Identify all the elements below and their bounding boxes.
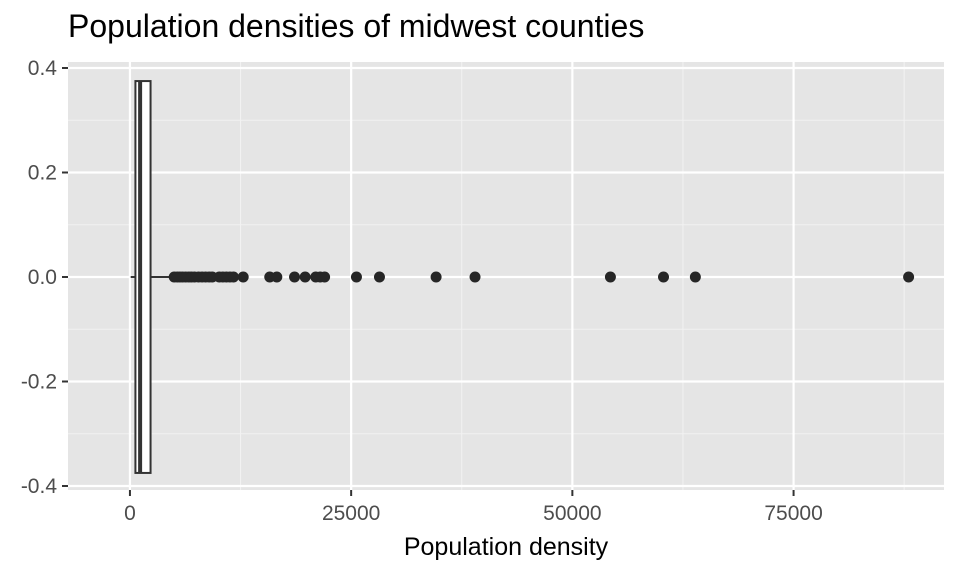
x-tick-label: 50000	[543, 502, 601, 525]
outlier-point	[469, 271, 481, 283]
outlier-points	[168, 271, 915, 283]
y-tick-label: 0.0	[28, 266, 57, 289]
outlier-point	[430, 271, 442, 283]
outlier-point	[319, 271, 331, 283]
y-tick-label: 0.2	[28, 162, 57, 185]
y-tick-label: -0.2	[21, 371, 57, 394]
outlier-point	[227, 271, 239, 283]
outlier-point	[604, 271, 616, 283]
x-tick-label: 0	[124, 502, 136, 525]
outlier-point	[658, 271, 670, 283]
axes: 0 25000 50000 75000 0.4 0.2 0.0 -0.2 -0.4	[21, 57, 823, 525]
outlier-point	[350, 271, 362, 283]
outlier-point	[299, 271, 311, 283]
outlier-point	[373, 271, 385, 283]
y-tick-label: 0.4	[28, 57, 58, 80]
y-tick-label: -0.4	[21, 475, 58, 498]
x-tick-label: 25000	[322, 502, 380, 525]
x-axis-title: Population density	[404, 533, 609, 561]
outlier-point	[237, 271, 249, 283]
outlier-point	[903, 271, 915, 283]
minor-gridlines	[68, 62, 944, 490]
boxplot-box	[130, 80, 172, 474]
chart-title: Population densities of midwest counties	[68, 8, 645, 44]
outlier-point	[271, 271, 283, 283]
x-tick-label: 75000	[764, 502, 822, 525]
outlier-point	[689, 271, 701, 283]
box-iqr	[134, 80, 152, 474]
outlier-point	[289, 271, 301, 283]
